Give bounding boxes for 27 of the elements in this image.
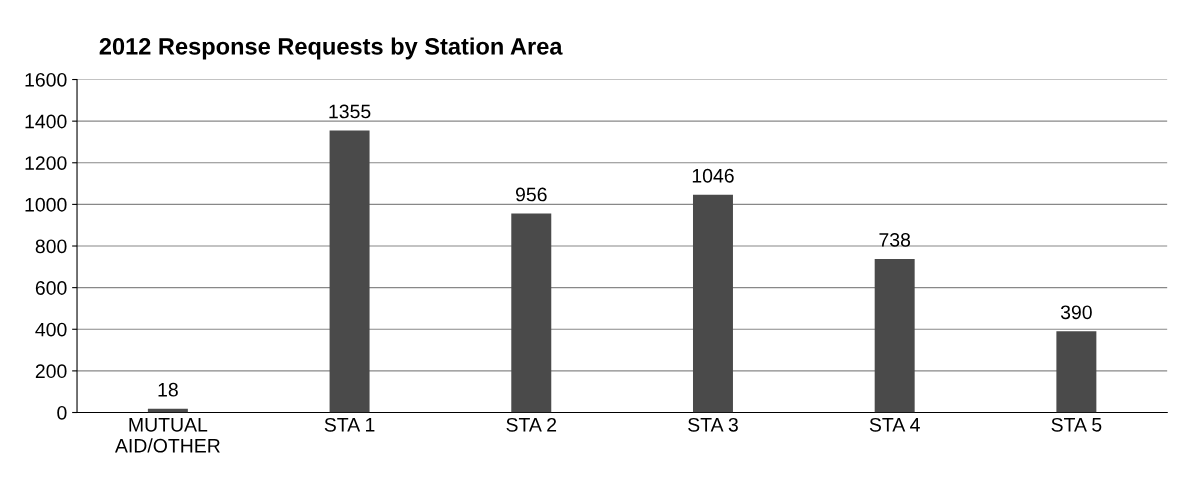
y-tick-label: 200 (35, 364, 67, 379)
x-tick-label: STA 5 (1051, 417, 1102, 432)
bar (1056, 331, 1097, 413)
y-tick-label: 600 (35, 281, 67, 295)
x-tick-label: MUTUAL AID/OTHER (114, 418, 220, 453)
data-label: 1355 (329, 104, 371, 119)
data-label: 390 (1060, 305, 1092, 320)
data-label: 956 (515, 187, 547, 202)
y-tick-label: 1200 (25, 156, 67, 170)
y-tick-label: 1400 (25, 114, 67, 129)
bar (692, 194, 733, 413)
x-tick-label: STA 3 (688, 417, 738, 432)
y-tick-label: 1000 (25, 197, 67, 212)
bar (511, 213, 552, 413)
x-tick-label: STA 1 (324, 417, 375, 432)
x-tick-label: STA 2 (506, 417, 557, 432)
y-tick-label: 0 (57, 405, 67, 420)
bar (329, 130, 370, 413)
x-tick-label: STA 4 (869, 417, 920, 432)
y-tick-label: 400 (35, 322, 67, 337)
bar (874, 258, 915, 413)
chart-title: 2012 Response Requests by Station Area (99, 37, 563, 60)
data-label: 18 (158, 382, 178, 397)
y-tick-label: 1600 (25, 72, 67, 87)
data-label: 738 (879, 232, 911, 247)
data-label: 1046 (692, 168, 734, 183)
y-tick-label: 800 (35, 239, 67, 254)
